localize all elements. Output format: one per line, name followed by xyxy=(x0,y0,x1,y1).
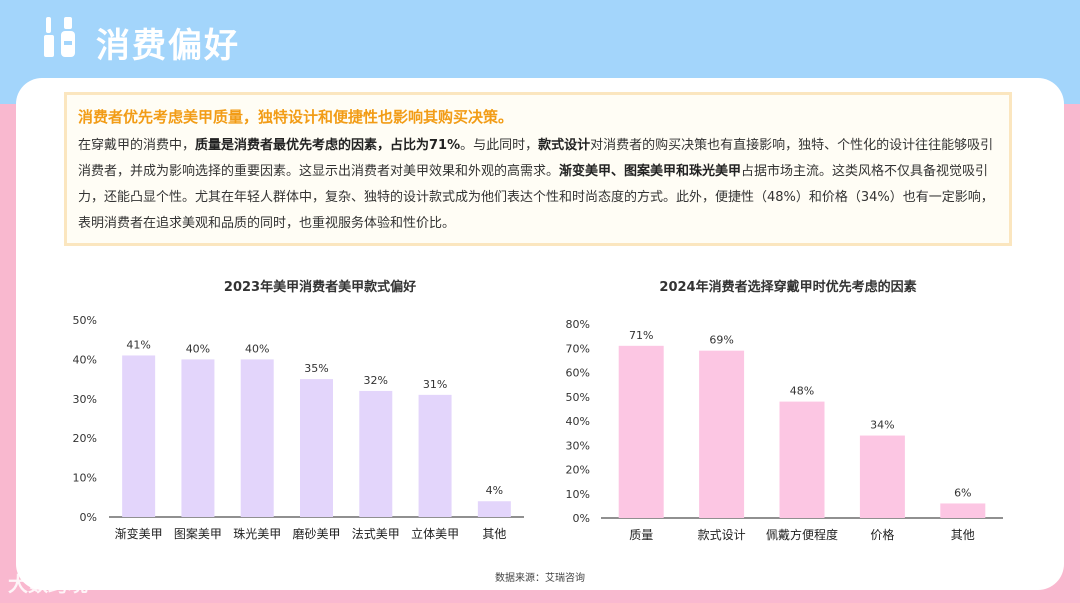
y-tick-label: 10% xyxy=(566,488,590,501)
bar-value-label: 40% xyxy=(186,342,210,355)
y-tick-label: 50% xyxy=(73,314,97,327)
y-tick-label: 30% xyxy=(73,393,97,406)
x-tick-label: 珠光美甲 xyxy=(233,527,281,541)
bar xyxy=(359,390,393,517)
summary-text: 。与此同时， xyxy=(460,138,539,153)
bar xyxy=(699,350,745,518)
y-tick-label: 30% xyxy=(566,439,590,452)
data-source: 数据来源：艾瑞咨询 xyxy=(495,573,585,584)
x-tick-label: 价格 xyxy=(870,527,894,542)
y-tick-label: 0% xyxy=(573,512,590,525)
bar-value-label: 71% xyxy=(629,329,653,342)
bar-value-label: 34% xyxy=(870,419,894,432)
summary-emphasis: 质量是消费者最优先考虑的因素，占比为71% xyxy=(195,138,461,153)
chart-purchase-factors: 0% 10% 20% 30% 40% 50% 60% 70% 80% 71% 质量 69% 款式设计 48… xyxy=(566,318,1003,542)
bar xyxy=(779,401,825,518)
x-tick-label: 磨砂美甲 xyxy=(292,527,340,541)
y-tick-label: 10% xyxy=(73,472,97,485)
summary-emphasis: 渐变美甲、图案美甲和珠光美甲 xyxy=(559,164,742,179)
bar-value-label: 40% xyxy=(245,342,269,355)
y-tick-label: 40% xyxy=(566,415,590,428)
summary-box: 消费者优先考虑美甲质量，独特设计和便捷性也影响其购买决策。 在穿戴甲的消费中，质… xyxy=(64,92,1012,246)
bar-value-label: 6% xyxy=(954,486,971,499)
x-tick-label: 其他 xyxy=(482,527,506,541)
chart-2-title: 2024年消费者选择穿戴甲时优先考虑的因素 xyxy=(659,280,917,295)
bar-value-label: 35% xyxy=(304,362,328,375)
summary-text: 占据市场主流。这类风格不仅具备视觉吸引力，还能凸显个性。尤其在年轻人群体中，复杂… xyxy=(78,164,994,231)
bar-value-label: 32% xyxy=(364,374,388,387)
bar xyxy=(300,379,333,517)
x-tick-label: 款式设计 xyxy=(698,528,746,542)
summary-paragraph: 在穿戴甲的消费中，质量是消费者最优先考虑的因素，占比为71%。与此同时，款式设计… xyxy=(78,133,998,237)
bar xyxy=(477,501,511,517)
chart-1-title: 2023年美甲消费者美甲款式偏好 xyxy=(223,280,417,295)
bar-value-label: 31% xyxy=(423,378,447,391)
summary-headline: 消费者优先考虑美甲质量，独特设计和便捷性也影响其购买决策。 xyxy=(78,108,514,126)
bar xyxy=(418,394,452,517)
bar-value-label: 4% xyxy=(486,484,503,497)
chart-style-preference: 0% 10% 20% 30% 40% 50% 41% 渐变美甲 40% 图案美甲 40% 珠光美甲 35… xyxy=(73,314,524,541)
summary-text: 对消费者的购买决策也有直接影响，独特、个性化的设计往往能够吸引消费者，并成为影响… xyxy=(78,138,994,179)
x-tick-label: 质量 xyxy=(629,528,653,542)
x-tick-label: 立体美甲 xyxy=(411,526,459,541)
page-title: 消费偏好 xyxy=(96,26,240,66)
watermark: 大数跨境 xyxy=(8,572,88,596)
y-tick-label: 80% xyxy=(566,318,590,331)
bar-value-label: 69% xyxy=(709,334,733,347)
bar xyxy=(940,503,986,518)
x-tick-label: 佩戴方便程度 xyxy=(766,527,838,542)
bar xyxy=(122,355,156,517)
bar xyxy=(618,345,664,518)
bar xyxy=(181,359,215,517)
x-tick-label: 其他 xyxy=(951,528,975,542)
bar xyxy=(240,359,274,517)
y-tick-label: 20% xyxy=(73,432,97,445)
y-tick-label: 40% xyxy=(73,353,97,366)
bar-value-label: 41% xyxy=(126,338,150,351)
summary-text: 在穿戴甲的消费中， xyxy=(78,138,196,153)
bar-value-label: 48% xyxy=(790,385,814,398)
x-tick-label: 图案美甲 xyxy=(174,526,222,541)
y-tick-label: 0% xyxy=(80,511,97,524)
y-tick-label: 20% xyxy=(566,464,590,477)
y-tick-label: 60% xyxy=(566,367,590,380)
x-tick-label: 渐变美甲 xyxy=(115,526,163,541)
x-tick-label: 法式美甲 xyxy=(352,527,400,541)
header-bar: 消费偏好 xyxy=(0,0,1080,78)
y-tick-label: 70% xyxy=(566,342,590,355)
nail-polish-icon xyxy=(44,17,75,57)
y-tick-label: 50% xyxy=(566,391,590,404)
bar xyxy=(859,435,905,518)
summary-emphasis: 款式设计 xyxy=(538,138,591,153)
